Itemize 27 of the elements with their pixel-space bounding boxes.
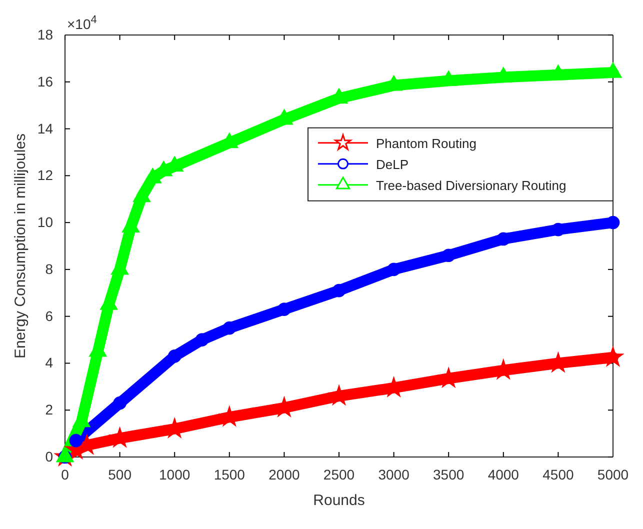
y-tick-label: 0 bbox=[45, 448, 54, 464]
x-tick-label: 500 bbox=[108, 466, 132, 483]
legend-label: Tree-based Diversionary Routing bbox=[376, 178, 566, 193]
y-tick-label: 6 bbox=[45, 308, 54, 324]
x-axis-title: Rounds bbox=[313, 492, 365, 509]
y-tick-label: 4 bbox=[45, 354, 54, 371]
x-tick-label: 5000 bbox=[597, 466, 629, 483]
x-tick-label: 3000 bbox=[378, 466, 410, 483]
y-tick-label: 18 bbox=[37, 26, 54, 42]
x-tick-label: 4500 bbox=[542, 466, 574, 483]
y-tick-label: 16 bbox=[37, 73, 54, 90]
y-tick-label: 10 bbox=[37, 214, 54, 230]
x-tick-label: 0 bbox=[61, 466, 70, 483]
x-tick-label: 3500 bbox=[433, 466, 464, 483]
x-tick-label: 2000 bbox=[268, 466, 300, 483]
y-axis-title: Energy Consumption in millijoules bbox=[12, 133, 29, 359]
y-tick-label: 2 bbox=[45, 402, 54, 418]
y-tick-label: 12 bbox=[37, 167, 54, 184]
legend-label: Phantom Routing bbox=[376, 136, 476, 151]
legend-label: DeLP bbox=[376, 156, 409, 172]
y-tick-label: 8 bbox=[45, 260, 54, 277]
x-tick-label: 2500 bbox=[323, 466, 355, 483]
x-tick-label: 4000 bbox=[488, 466, 520, 483]
text: ×10$^{4}$ bbox=[67, 14, 97, 32]
y-tick-label: 14 bbox=[37, 120, 54, 136]
x-tick-label: 1000 bbox=[159, 466, 190, 483]
x-tick-label: 1500 bbox=[214, 466, 246, 483]
